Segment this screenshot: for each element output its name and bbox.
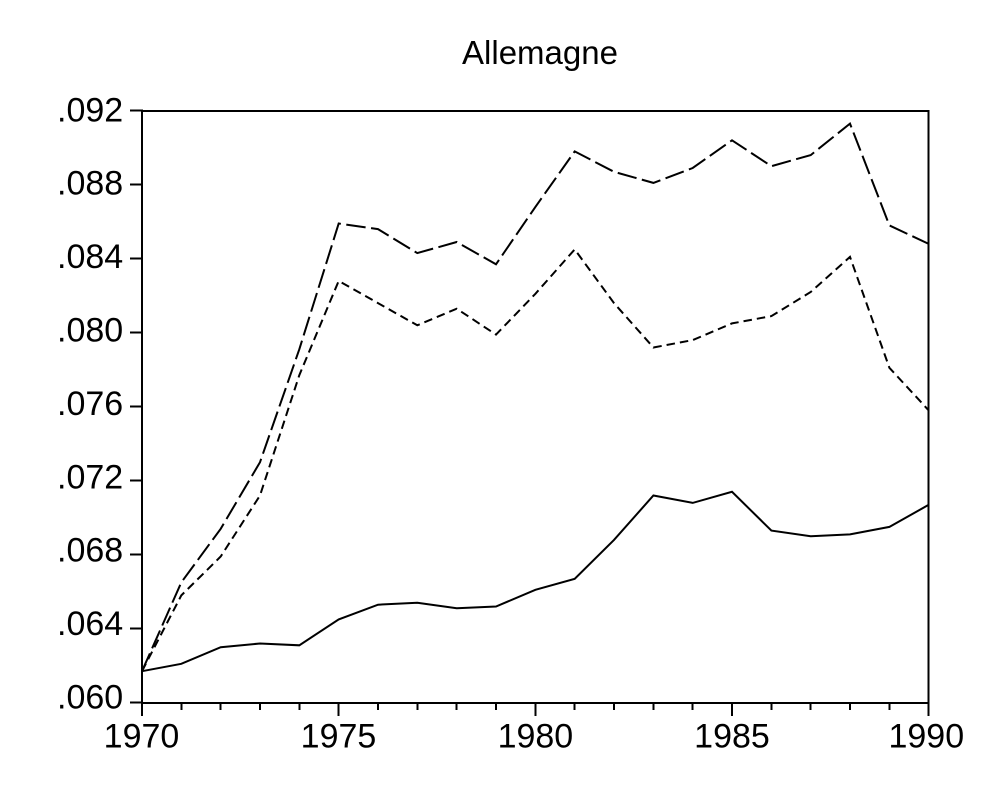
svg-text:.084: .084 bbox=[57, 238, 123, 276]
svg-text:Allemagne: Allemagne bbox=[462, 34, 618, 71]
svg-text:.076: .076 bbox=[57, 385, 123, 423]
svg-text:.092: .092 bbox=[57, 91, 123, 129]
svg-text:.080: .080 bbox=[57, 312, 123, 350]
svg-text:1970: 1970 bbox=[104, 718, 180, 756]
svg-text:1980: 1980 bbox=[498, 718, 574, 756]
svg-text:.072: .072 bbox=[57, 458, 123, 496]
svg-text:.064: .064 bbox=[57, 605, 123, 643]
svg-text:1990: 1990 bbox=[888, 718, 964, 756]
svg-text:.060: .060 bbox=[57, 679, 123, 717]
svg-text:.068: .068 bbox=[57, 532, 123, 570]
svg-text:1985: 1985 bbox=[694, 718, 770, 756]
svg-text:.088: .088 bbox=[57, 165, 123, 203]
svg-text:1975: 1975 bbox=[301, 718, 377, 756]
